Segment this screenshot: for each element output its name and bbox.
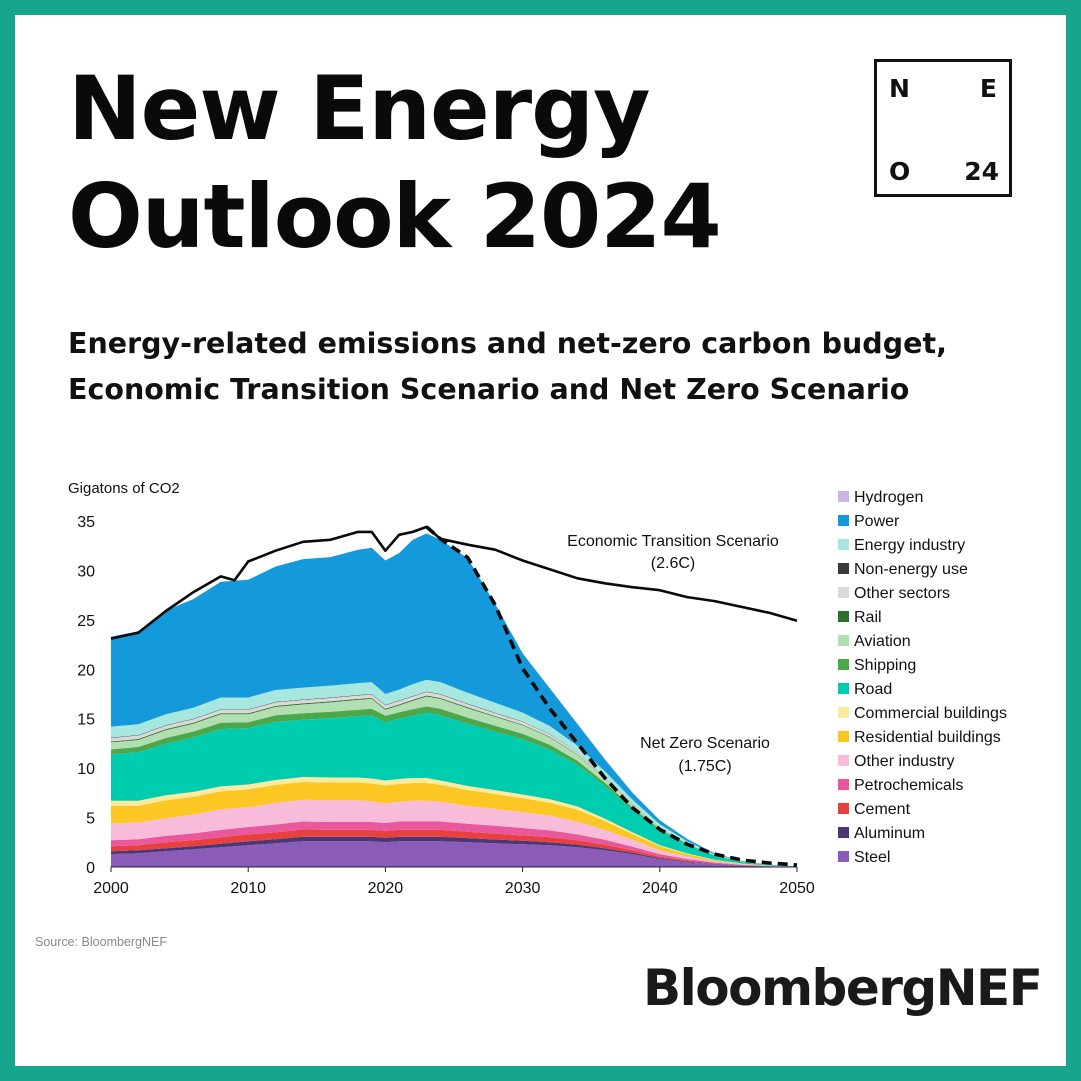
legend-swatch-aluminum xyxy=(838,827,849,838)
y-tick-label: 0 xyxy=(86,860,95,877)
area-road xyxy=(111,712,797,867)
subtitle-line-2: Economic Transition Scenario and Net Zer… xyxy=(68,373,910,406)
legend-swatch-non-energy-use xyxy=(838,563,849,574)
y-tick-label: 15 xyxy=(77,712,95,729)
y-axis-label: Gigatons of CO2 xyxy=(68,480,180,497)
legend-swatch-road xyxy=(838,683,849,694)
annotation-economic-transition-scenario-temp: (2.6C) xyxy=(651,555,695,572)
x-tick-label: 2030 xyxy=(505,880,541,897)
legend-swatch-commercial-buildings xyxy=(838,707,849,718)
legend-label-aviation: Aviation xyxy=(854,633,911,650)
annotation-net-zero-scenario: Net Zero Scenario xyxy=(640,735,770,752)
y-tick-label: 25 xyxy=(77,613,95,630)
chart-subtitle: Energy-related emissions and net-zero ca… xyxy=(68,321,1028,413)
legend-label-hydrogen: Hydrogen xyxy=(854,489,923,506)
stacked-areas xyxy=(111,533,797,867)
legend-label-energy-industry: Energy industry xyxy=(854,537,965,554)
y-tick-label: 35 xyxy=(77,514,95,531)
x-tick-label: 2050 xyxy=(779,880,815,897)
legend-swatch-shipping xyxy=(838,659,849,670)
legend-swatch-power xyxy=(838,515,849,526)
area-petrochemicals xyxy=(111,821,797,867)
annotation-net-zero-scenario-temp: (1.75C) xyxy=(678,758,731,775)
legend-swatch-other-industry xyxy=(838,755,849,766)
legend-label-rail: Rail xyxy=(854,609,882,626)
legend-label-steel: Steel xyxy=(854,849,890,866)
legend: Hydrogen Power Energy industry Non-energy u… xyxy=(838,489,1007,866)
badge-24: 24 xyxy=(964,157,999,186)
legend-swatch-other-sectors xyxy=(838,587,849,598)
bloombergnef-logo: BloombergNEF xyxy=(643,959,1043,1017)
scenario-lines xyxy=(110,525,798,867)
legend-label-commercial-buildings: Commercial buildings xyxy=(854,705,1007,722)
legend-swatch-cement xyxy=(838,803,849,814)
legend-label-other-sectors: Other sectors xyxy=(854,585,950,602)
legend-label-shipping: Shipping xyxy=(854,657,916,674)
area-cement xyxy=(111,829,797,867)
title-line-1: New Energy xyxy=(68,57,650,160)
axes: 2000 2010 2020 2030 2040 2050 0 5 10 15 20 25 30 35 xyxy=(77,514,815,897)
legend-label-power: Power xyxy=(854,513,900,530)
title-line-2: Outlook 2024 xyxy=(68,165,722,268)
y-tick-label: 20 xyxy=(77,662,95,679)
line-net-zero-scenario xyxy=(425,525,798,867)
subtitle-line-1: Energy-related emissions and net-zero ca… xyxy=(68,327,947,360)
card: New Energy Outlook 2024 N E O 24 Energy-… xyxy=(15,15,1066,1066)
legend-label-non-energy-use: Non-energy use xyxy=(854,561,968,578)
area-power xyxy=(111,533,797,867)
legend-swatch-steel xyxy=(838,851,849,862)
annotation-economic-transition-scenario: Economic Transition Scenario xyxy=(567,533,779,550)
legend-swatch-petrochemicals xyxy=(838,779,849,790)
legend-label-petrochemicals: Petrochemicals xyxy=(854,777,963,794)
area-steel xyxy=(111,841,797,867)
x-tick-label: 2020 xyxy=(368,880,404,897)
y-tick-label: 30 xyxy=(77,563,95,580)
legend-swatch-aviation xyxy=(838,635,849,646)
legend-label-other-industry: Other industry xyxy=(854,753,954,770)
legend-swatch-rail xyxy=(838,611,849,622)
x-tick-label: 2010 xyxy=(230,880,266,897)
x-tick-label: 2040 xyxy=(642,880,678,897)
area-other-industry xyxy=(111,799,797,867)
x-tick-label: 2000 xyxy=(93,880,129,897)
area-residential-buildings xyxy=(111,782,797,867)
legend-label-road: Road xyxy=(854,681,892,698)
badge-n: N xyxy=(889,74,910,103)
neo-badge-logo: N E O 24 xyxy=(874,59,1012,197)
emissions-chart: Gigatons of CO2 2000 2010 2020 2030 2040 2050… xyxy=(68,480,1007,897)
legend-label-cement: Cement xyxy=(854,801,911,818)
page-title: New Energy Outlook 2024 xyxy=(68,55,808,271)
y-tick-label: 10 xyxy=(77,761,95,778)
legend-swatch-residential-buildings xyxy=(838,731,849,742)
legend-swatch-hydrogen xyxy=(838,491,849,502)
line-economic-transition-scenario xyxy=(110,525,798,640)
y-tick-label: 5 xyxy=(86,811,95,828)
annotations: Economic Transition Scenario (2.6C) Net Ze… xyxy=(567,533,779,775)
legend-label-aluminum: Aluminum xyxy=(854,825,925,842)
badge-o: O xyxy=(889,157,911,186)
badge-e: E xyxy=(979,74,997,103)
legend-label-residential-buildings: Residential buildings xyxy=(854,729,1001,746)
source-note: Source: BloombergNEF xyxy=(35,935,168,949)
legend-swatch-energy-industry xyxy=(838,539,849,550)
